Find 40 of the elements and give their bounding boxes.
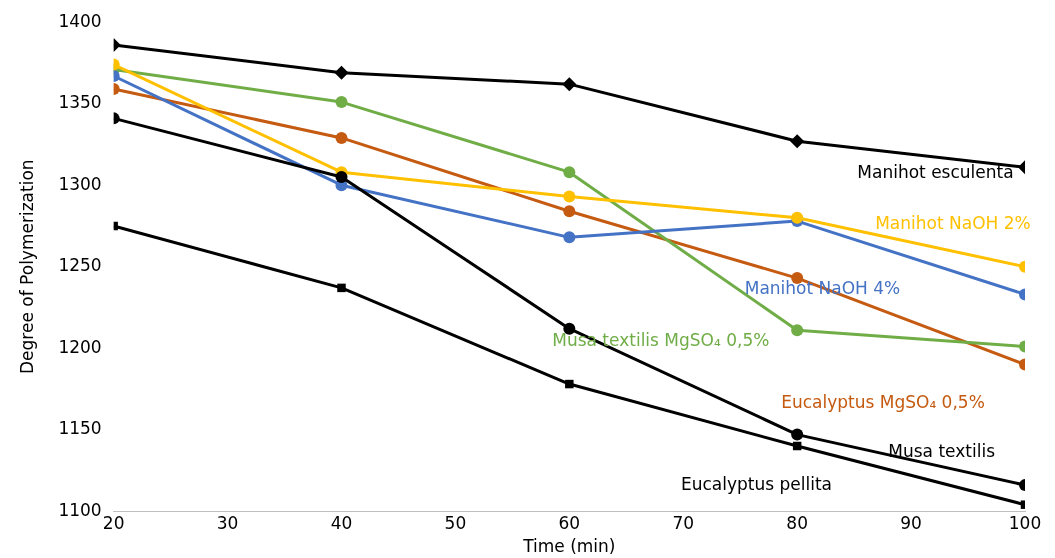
point (791, 324, 804, 337)
point (337, 283, 346, 293)
x-axis-title: Time (min) (522, 536, 616, 557)
series-label: Eucalyptus pellita (680, 473, 833, 494)
point (563, 166, 576, 179)
point (563, 231, 576, 244)
y-tick-label: 1350 (58, 92, 102, 113)
x-tick-label: 90 (900, 512, 922, 533)
point (791, 211, 804, 224)
point (562, 77, 577, 92)
x-tick-label: 50 (444, 512, 467, 533)
x-tick-label: 60 (558, 512, 581, 533)
x-tick-label: 20 (102, 512, 125, 533)
y-tick-label: 1200 (58, 336, 102, 357)
point (791, 428, 804, 441)
series-label: Manihot esculenta (857, 162, 1014, 183)
x-tick-label: 80 (786, 512, 808, 533)
series-label: Musa textilis (888, 440, 996, 461)
text: Eucalyptus MgSO₄ 0,5% (781, 392, 985, 413)
point (563, 190, 576, 203)
y-tick-label: 1150 (58, 418, 102, 439)
y-tick-label: 1250 (58, 255, 102, 276)
x-tick-label: 70 (672, 512, 695, 533)
x-tick-label: 100 (1008, 512, 1042, 533)
x-tick-label: 40 (330, 512, 353, 533)
x-tick-label: 30 (216, 512, 239, 533)
point (335, 171, 348, 184)
y-tick-label: 1300 (58, 173, 102, 194)
point (335, 96, 348, 109)
point (563, 205, 576, 218)
series-label: Musa textilis MgSO₄ 0,5% (552, 330, 770, 351)
series-label: Manihot NaOH 2% (875, 212, 1031, 233)
y-tick-label: 1400 (58, 10, 102, 31)
y-tick-label: 1100 (58, 499, 102, 520)
series-label: Manihot NaOH 4% (744, 277, 901, 298)
point (790, 134, 805, 149)
y-axis-title: Degree of Polymerization (16, 159, 37, 374)
point (334, 65, 349, 80)
point (335, 131, 348, 144)
point (565, 379, 574, 389)
